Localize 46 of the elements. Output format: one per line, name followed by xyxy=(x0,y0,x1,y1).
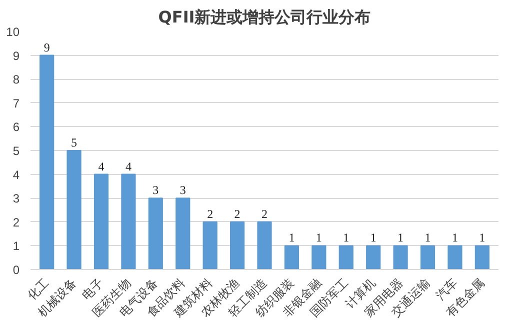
data-label: 1 xyxy=(452,230,458,245)
data-label: 4 xyxy=(98,159,104,174)
data-label: 1 xyxy=(288,230,295,245)
bar xyxy=(420,245,436,270)
bar xyxy=(94,174,109,270)
y-tick-label: 8 xyxy=(12,72,20,87)
data-label: 2 xyxy=(207,206,214,221)
data-label: 4 xyxy=(125,159,132,174)
bar xyxy=(393,245,408,270)
bar xyxy=(338,245,354,270)
bar xyxy=(66,150,82,270)
data-label: 3 xyxy=(152,183,159,198)
y-tick-label: 7 xyxy=(12,96,20,110)
y-tick-label: 3 xyxy=(12,192,20,206)
chart-title: QFII新进或增持公司行业分布 xyxy=(158,8,371,26)
bar xyxy=(40,54,54,270)
data-label: 1 xyxy=(343,230,350,245)
y-tick-label: 9 xyxy=(12,48,20,63)
data-label: 3 xyxy=(180,183,186,198)
y-tick-label: 0 xyxy=(12,263,20,277)
bar xyxy=(284,245,300,270)
y-tick-label: 1 xyxy=(12,239,20,254)
bar xyxy=(312,245,326,270)
bar xyxy=(230,221,245,270)
data-label: 1 xyxy=(370,230,376,245)
y-tick-label: 6 xyxy=(12,120,20,134)
data-label: 1 xyxy=(316,230,322,245)
bar xyxy=(474,245,490,270)
bar xyxy=(176,198,190,270)
bar xyxy=(148,198,163,270)
bar xyxy=(202,221,218,270)
y-tick-label: 2 xyxy=(12,215,20,230)
y-tick-label: 4 xyxy=(12,168,20,182)
bar xyxy=(257,221,272,270)
y-tick-label: 10 xyxy=(6,25,20,39)
y-tick-label: 5 xyxy=(12,144,20,158)
data-label: 1 xyxy=(424,230,431,245)
data-label: 1 xyxy=(398,230,404,245)
data-label: 2 xyxy=(234,206,240,221)
data-label: 5 xyxy=(71,136,78,150)
bar xyxy=(366,245,381,270)
bar xyxy=(448,245,462,270)
data-label: 9 xyxy=(44,40,50,54)
bar xyxy=(121,174,136,270)
data-label: 2 xyxy=(262,206,268,221)
data-label: 1 xyxy=(479,230,486,245)
